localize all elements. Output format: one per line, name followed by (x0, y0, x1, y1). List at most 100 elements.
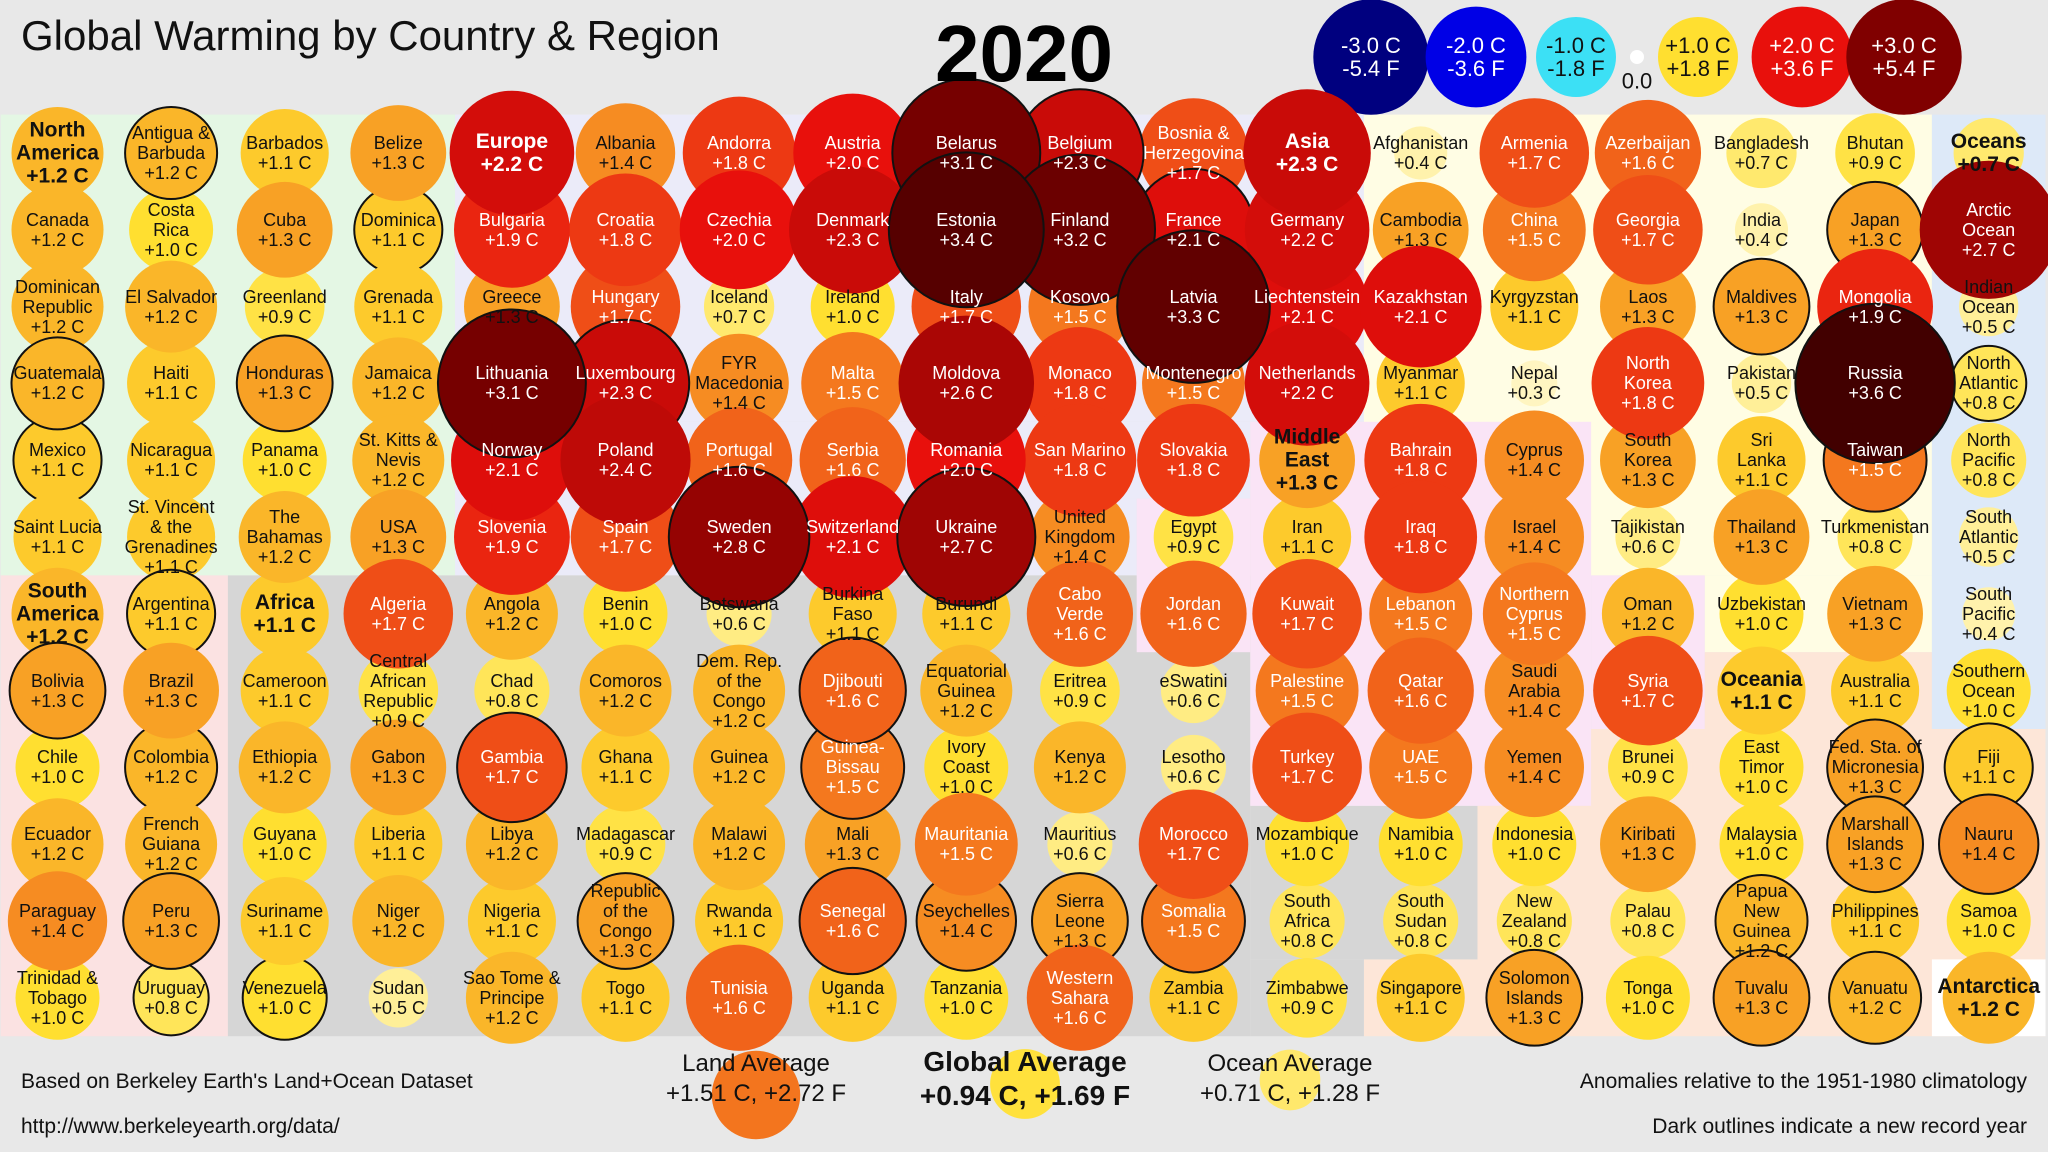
cell-label: Slovenia +1.9 C (455, 517, 569, 557)
cell-value: +1.0 C (1507, 844, 1562, 865)
cell-name: Gabon (371, 747, 426, 768)
legend-swatch (1846, 0, 1962, 115)
cell-name: Iraq (1405, 517, 1437, 537)
cell-circle (465, 798, 558, 891)
cell-circle (1511, 360, 1558, 407)
cell-value: +1.7 C (939, 306, 994, 327)
cell-value: +1.5 C (1166, 383, 1221, 404)
cell-label: Iceland +0.7 C (682, 287, 796, 327)
cell-label: Hungary +1.7 C (569, 287, 683, 327)
cell-name: Andorra (707, 133, 772, 153)
cell-label: Azerbaijan +1.6 C (1591, 133, 1705, 173)
cell-value: +2.3 C (1275, 153, 1339, 176)
cell-label: Comoros +1.2 C (569, 671, 683, 711)
cell-circle (1734, 203, 1789, 257)
cell-circle (465, 567, 558, 660)
cell-label: Guinea-Bissau +1.5 C (796, 737, 910, 797)
cell-name: Switzerland (806, 517, 900, 537)
cell-name: Guinea (710, 747, 769, 768)
cell-name: Moldova (932, 363, 1001, 384)
cell-label: Australia +1.1 C (1818, 671, 1932, 711)
cell-value: +0.9 C (1053, 690, 1107, 711)
cell-value: +1.7 C (1280, 613, 1334, 634)
cell-label: Belgium +2.3 C (1023, 133, 1137, 173)
cell-circle (1837, 499, 1913, 575)
cell-value: +1.0 C (939, 777, 994, 798)
cell-value: +2.2 C (1280, 229, 1334, 250)
cell-name: India (1741, 209, 1782, 230)
cell-value: +1.2 C (1621, 613, 1675, 634)
cell-name: Slovakia (1159, 440, 1228, 461)
cell-value: +1.0 C (1393, 844, 1448, 865)
legend-label: -1.0 C (1546, 33, 1606, 58)
cell-label: Argentina +1.1 C (114, 594, 228, 634)
cell-circle (560, 395, 691, 526)
cell-circle (436, 308, 587, 459)
cell-value: +0.5 C (1961, 547, 2016, 567)
cell-value: +1.8 C (598, 229, 653, 250)
cell-value: +0.7 C (1734, 153, 1789, 173)
cell-name: Liberia (371, 824, 426, 845)
cell-label: Turkey +1.7 C (1250, 747, 1364, 787)
cell-name: Yemen (1506, 747, 1562, 768)
cell-name: Central African Republic (363, 650, 434, 711)
cell-label: South Pacific +0.4 C (1932, 584, 2046, 644)
cell-value: +0.9 C (1280, 997, 1334, 1018)
cell-circle (1835, 113, 1915, 193)
cell-label: Suriname +1.1 C (228, 901, 342, 941)
cell-name: Dominica (360, 209, 436, 230)
cell-name: Burkina Faso (822, 583, 884, 624)
cell-label: Singapore +1.1 C (1364, 978, 1478, 1018)
cell-value: +1.4 C (1053, 547, 1107, 567)
cell-circle (127, 492, 216, 582)
cell-name: French Guiana (142, 814, 201, 855)
cell-circle (1140, 560, 1247, 667)
cell-circle (240, 569, 329, 658)
cell-name: Colombia (133, 747, 210, 768)
cell-value: +1.5 C (825, 383, 880, 404)
cell-label: Ecuador +1.2 C (1, 824, 115, 864)
cell-name: USA (379, 517, 417, 537)
cell-label: eSwatini +0.6 C (1137, 671, 1251, 711)
cell-value: +1.2 C (144, 163, 198, 183)
cell-name: Liechtenstein (1254, 286, 1361, 307)
cell-label: Trinidad & Tobago +1.0 C (1, 968, 115, 1028)
cell-label: Czechia +2.0 C (682, 210, 796, 250)
cell-value: +2.1 C (1280, 306, 1334, 327)
source-url: http://www.berkeleyearth.org/data/ (21, 1115, 340, 1138)
cell-circle (1951, 422, 2027, 498)
cell-value: +1.1 C (257, 690, 312, 711)
cell-name: Sweden (706, 517, 772, 537)
cell-circle (122, 872, 220, 970)
cell-value: +1.4 C (939, 921, 994, 941)
cell-value: +1.8 C (1053, 460, 1107, 481)
cell-name: Sudan (372, 977, 425, 998)
cell-value: +1.0 C (30, 767, 85, 788)
cell-name: Sao Tome & Principe (463, 967, 561, 1008)
cell-circle (808, 953, 897, 1042)
cell-circle (11, 798, 104, 891)
cell-label: Portugal +1.6 C (682, 440, 796, 480)
cell-circle (465, 951, 558, 1044)
cell-value: +1.4 C (1507, 537, 1562, 557)
cell-circle (1831, 876, 1920, 966)
cell-value: +1.2 C (485, 613, 539, 634)
cell-circle (238, 490, 331, 584)
cell-name: Greenland (242, 286, 327, 307)
legend-label: +3.0 C (1871, 33, 1937, 58)
cell-name: Solomon Islands (1498, 967, 1570, 1008)
cell-label: Turkmenistan +0.8 C (1818, 517, 1932, 557)
legend-label: -3.0 C (1341, 33, 1401, 58)
cell-name: Uzbekistan (1716, 593, 1807, 614)
cell-value: +1.6 C (712, 460, 766, 481)
cell-label: Kuwait +1.7 C (1250, 594, 1364, 634)
cell-label: Belarus +3.1 C (909, 133, 1023, 173)
cell-label: Ivory Coast +1.0 C (909, 737, 1023, 797)
cell-name: Kosovo (1049, 286, 1110, 307)
legend-label-f: +1.8 F (1666, 56, 1730, 81)
cell-circle (679, 170, 799, 290)
cell-name: Angola (483, 593, 540, 614)
cell-circle (693, 644, 786, 737)
cell-value: +1.0 C (598, 613, 653, 634)
